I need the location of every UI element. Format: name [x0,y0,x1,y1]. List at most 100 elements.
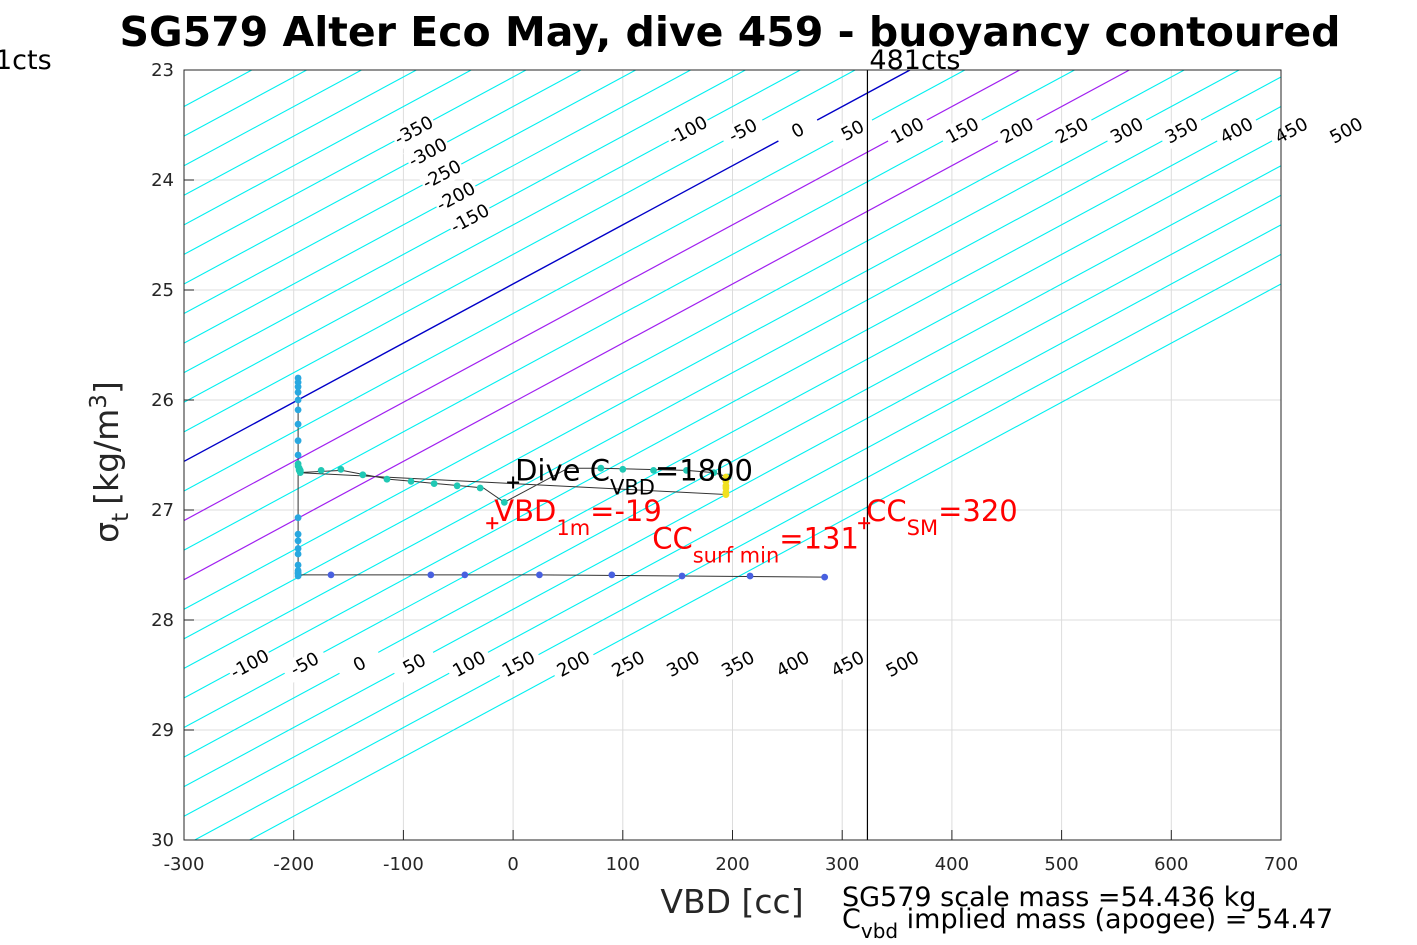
contour-label-bg [334,643,385,685]
annotation-main: CC [866,494,907,528]
y-label-unit: [kg/m [87,409,126,505]
x-tick-label: 0 [507,854,518,875]
contour-line [194,253,1281,840]
data-point [427,571,435,579]
contour-label-bg [445,198,495,239]
footer-vbd-sub: vbd [861,919,898,943]
x-tick-label: 600 [1154,854,1188,875]
contour-line [184,70,472,226]
contour-label-bg [882,110,933,151]
data-point [294,437,302,445]
contour-label-bg [877,643,928,685]
data-point [597,464,605,472]
contour-line [184,70,801,403]
data-point [683,467,690,474]
contour-label-bg [1157,110,1207,151]
contour-line [184,70,911,463]
x-axis-label: VBD [cc] [660,882,803,921]
annotation-sub: surf min [693,544,780,568]
x-tick-label: 100 [606,854,640,875]
y-tick-label: 23 [151,60,174,81]
data-point [327,571,335,579]
contour-label-bg [431,176,481,217]
data-point [294,420,302,428]
buoyancy-contours [184,70,1281,840]
contour-label-bg [1047,110,1097,151]
footer-scale-mass: SG579 scale mass =54.436 kg [842,882,1256,913]
data-point [294,451,302,459]
y-tick-label: 26 [151,390,174,411]
annotation-value: =-19 [590,494,662,528]
x-tick-label: 200 [715,854,749,875]
contour-label-bg [1266,110,1317,151]
data-point [294,561,302,569]
x-tick-label: -300 [164,854,205,875]
annotation-cc-surf-min: CCsurf min=131 [652,522,859,568]
data-point [294,537,302,545]
y-tick-label: 24 [151,170,174,191]
contour-line [184,70,637,315]
data-point [430,480,438,487]
svg-text:σt[kg/m3]: σt [kg/m3] [86,381,134,543]
data-point [359,471,367,479]
contour-line [184,70,1240,640]
x-tick-label: -100 [383,854,424,875]
data-point [294,396,302,404]
annotation-cc-sm: CCSM=320 [866,494,1018,540]
y-tick-label: 27 [151,500,174,521]
x-tick-label: 500 [1044,854,1078,875]
data-point [294,406,302,414]
data-point [294,383,302,391]
contour-line [249,283,1281,840]
footer-implied-text: implied mass (apogee) = 54.47 [898,904,1333,935]
y-tick-label: 30 [151,830,174,851]
data-point [722,491,730,498]
data-point [678,572,686,580]
y-tick-label: 25 [151,280,174,301]
contour-label-bg [658,643,708,685]
data-point [619,465,627,473]
contour-line [184,224,1281,817]
footer-implied-mass: Cvbd implied mass (apogee) = 54.47 [842,904,1333,943]
x-tick-label: 700 [1264,854,1298,875]
data-point [536,571,543,579]
data-point [383,475,391,483]
x-axis-ticks: -300 -200 -100 0 100 200 300 400 500 600 700 [164,830,1298,875]
contour-label-bg [280,643,330,685]
contour-line [184,70,746,374]
y-label-close: ] [87,381,126,394]
contour-label-bg [603,643,653,685]
contour-line [184,70,966,492]
contour-label-bg [493,643,544,685]
contour-labels: -350-300-250-200-150-100 -50 0 50 100 150 200 2… [225,110,1371,685]
contour-label-bg [225,643,275,685]
data-point [746,572,754,580]
x-tick-label: -200 [273,854,314,875]
contour-line [184,76,1281,670]
data-point [296,467,304,474]
contour-line [184,70,1020,522]
data-point [710,469,718,476]
contour-label-bg [718,110,768,151]
contour-label-bg [992,110,1042,151]
contour-label-bg [389,643,439,685]
contour-line [184,70,527,256]
contour-label-bg [1321,110,1371,151]
y-label-sigma: σ [87,522,126,543]
contour-label-bg [823,643,873,685]
contour-label-bg [444,643,494,685]
data-point [461,571,469,579]
annotation-value: =320 [938,494,1018,528]
y-axis-ticks: 23 24 25 26 27 28 29 30 [151,60,194,851]
data-point [294,514,302,522]
contour-label-bg [828,110,878,151]
contour-line [184,105,1281,699]
data-point [294,388,302,396]
y-axis-label: σt [kg/m3] [86,381,134,543]
y-tick-label: 28 [151,610,174,631]
annotation-main: CC [652,522,693,556]
data-point [500,498,508,506]
data-point [453,482,461,490]
